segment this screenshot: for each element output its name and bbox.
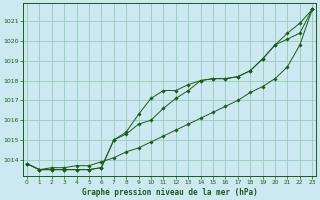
X-axis label: Graphe pression niveau de la mer (hPa): Graphe pression niveau de la mer (hPa) bbox=[82, 188, 258, 197]
